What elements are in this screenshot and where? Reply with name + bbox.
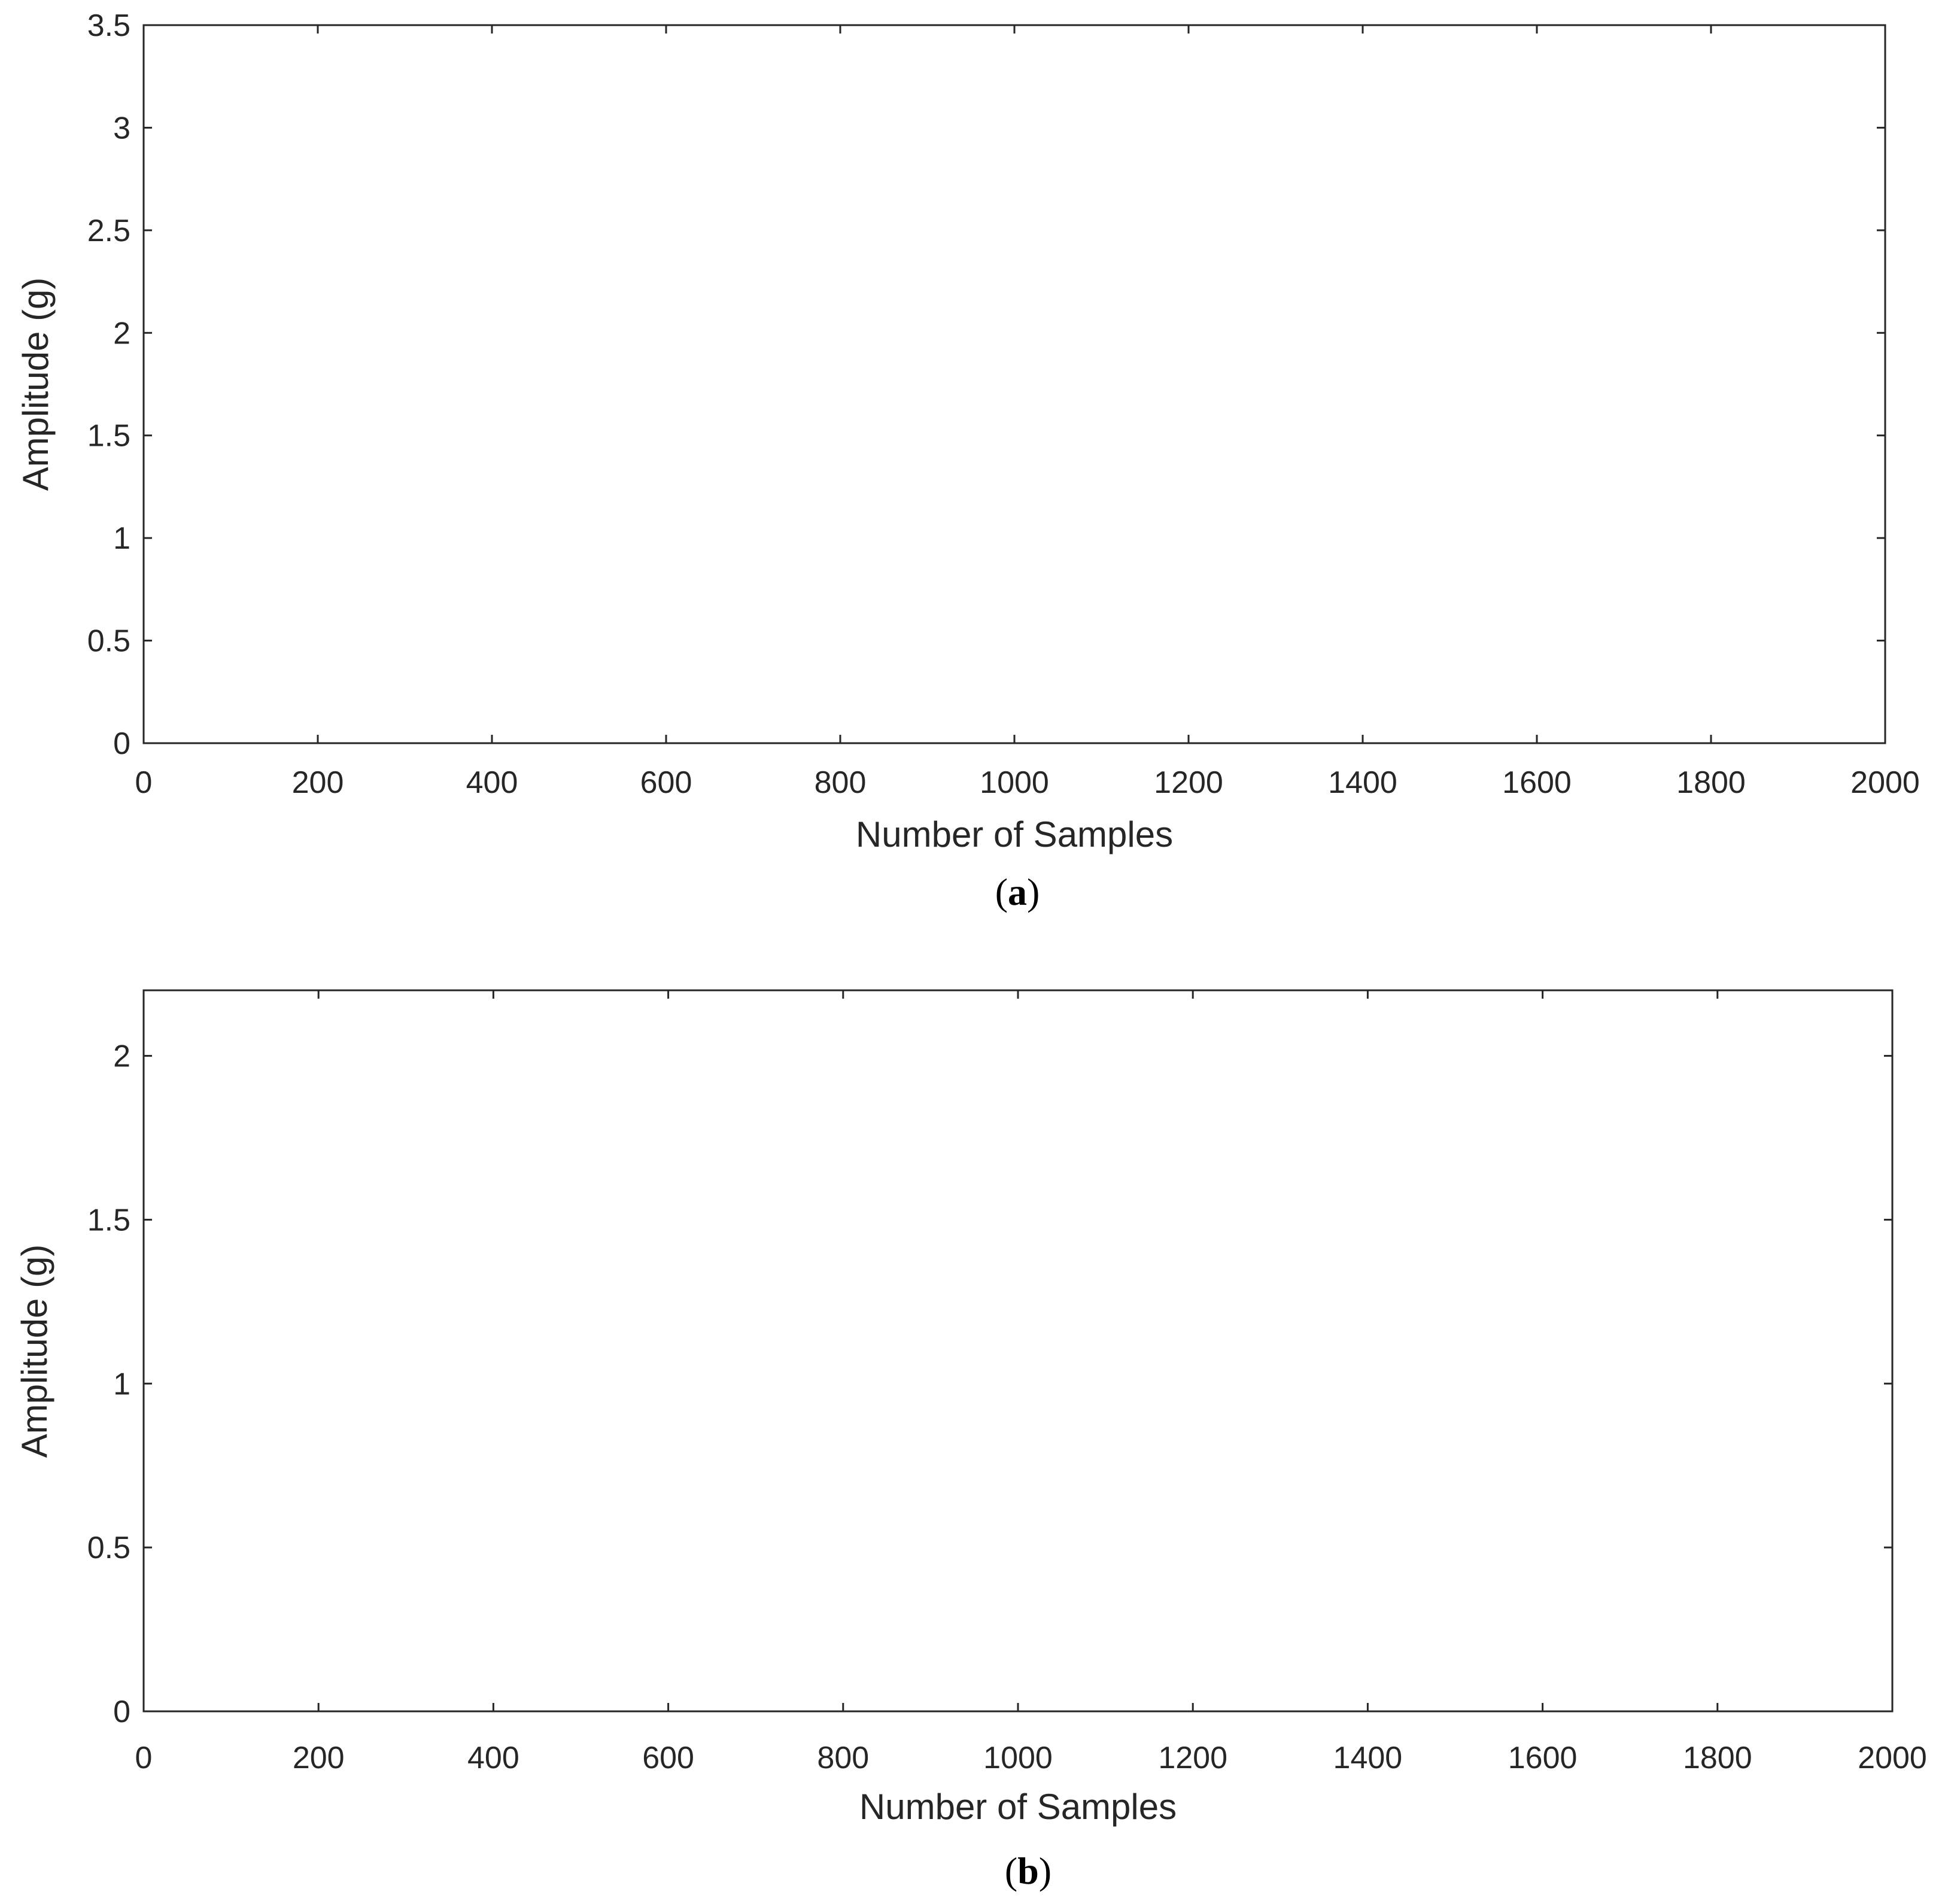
- axes-box-b: [142, 989, 1894, 1713]
- x-tick-label-a-0: 0: [135, 765, 153, 800]
- y-tick-label-b-3: 1.5: [87, 1203, 130, 1237]
- y-tick-label-a-6: 3: [113, 111, 130, 145]
- caption-a: (a): [995, 871, 1040, 913]
- y-tick-label-a-0: 0: [113, 726, 130, 761]
- y-axis-label-b: Amplitude (g): [14, 1245, 54, 1458]
- y-tick-label-a-7: 3.5: [87, 8, 130, 43]
- x-axis-label-b: Number of Samples: [859, 1787, 1177, 1827]
- x-axis-label-a: Number of Samples: [856, 814, 1173, 854]
- x-tick-label-a-10: 2000: [1850, 765, 1920, 800]
- y-tick-label-b-0: 0: [113, 1695, 130, 1729]
- x-tick-label-a-5: 1000: [980, 765, 1049, 800]
- y-tick-label-a-2: 1: [113, 521, 130, 556]
- x-tick-label-a-2: 400: [466, 765, 518, 800]
- y-axis-label-a: Amplitude (g): [16, 278, 56, 491]
- x-tick-label-a-7: 1400: [1328, 765, 1397, 800]
- y-tick-label-b-2: 1: [113, 1367, 130, 1401]
- caption-b-letter: b: [1017, 1850, 1039, 1892]
- x-tick-label-b-7: 1400: [1333, 1741, 1403, 1775]
- y-tick-label-b-4: 2: [113, 1039, 130, 1074]
- y-tick-label-a-1: 0.5: [87, 624, 130, 659]
- caption-a-letter: a: [1008, 871, 1027, 913]
- x-tick-label-a-6: 1200: [1154, 765, 1223, 800]
- chart-panel-a: 0 200 400 600 800 1000 1200 1400 1600 1800 2000 0 0.…: [16, 8, 1920, 854]
- caption-b: (b): [1005, 1850, 1052, 1892]
- x-tick-label-b-6: 1200: [1158, 1741, 1227, 1775]
- x-tick-label-a-4: 800: [815, 765, 867, 800]
- x-tick-label-b-2: 400: [467, 1741, 519, 1775]
- x-tick-label-b-3: 600: [642, 1741, 694, 1775]
- caption-b-open: (: [1005, 1850, 1017, 1892]
- x-tick-label-b-8: 1600: [1508, 1741, 1578, 1775]
- y-tick-label-a-5: 2.5: [87, 214, 130, 248]
- caption-a-open: (: [995, 871, 1008, 913]
- x-tick-label-b-9: 1800: [1683, 1741, 1752, 1775]
- caption-b-close: ): [1039, 1850, 1052, 1892]
- x-tick-label-a-1: 200: [292, 765, 344, 800]
- x-tick-label-b-0: 0: [135, 1741, 153, 1775]
- caption-a-close: ): [1027, 871, 1040, 913]
- x-tick-label-b-10: 2000: [1858, 1741, 1927, 1775]
- axes-box-a: [142, 24, 1886, 744]
- x-tick-label-b-5: 1000: [983, 1741, 1053, 1775]
- x-tick-label-b-4: 800: [817, 1741, 869, 1775]
- y-tick-label-b-1: 0.5: [87, 1531, 130, 1565]
- chart-panel-b: 0 200 400 600 800 1000 1200 1400 1600 1800 2000 0 0.…: [14, 989, 1927, 1827]
- y-tick-label-a-3: 1.5: [87, 419, 130, 454]
- x-tick-label-b-1: 200: [293, 1741, 345, 1775]
- y-tick-label-a-4: 2: [113, 316, 130, 351]
- x-tick-label-a-8: 1600: [1502, 765, 1572, 800]
- x-tick-label-a-9: 1800: [1676, 765, 1746, 800]
- x-tick-label-a-3: 600: [640, 765, 692, 800]
